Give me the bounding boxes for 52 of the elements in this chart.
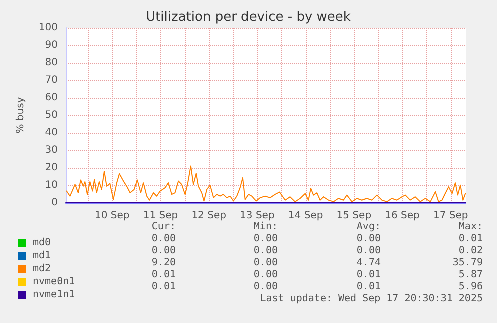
- x-tick-label: 10 Sep: [94, 210, 130, 222]
- x-tick-label: 11 Sep: [143, 210, 178, 222]
- legend-label: nvme1n1: [33, 290, 76, 300]
- text: 5.87: [458, 270, 483, 280]
- text: 4.74: [356, 258, 381, 268]
- x-tick-label: 16 Sep: [385, 210, 420, 222]
- text: 0.01: [356, 282, 381, 292]
- text: Cur:: [152, 222, 176, 232]
- text: 0.00: [254, 234, 278, 244]
- text: 5.96: [458, 282, 483, 292]
- text: Last update: Wed Sep 17 20:30:31 2025: [260, 294, 483, 304]
- text: 0.01: [152, 270, 176, 280]
- text: 35.79: [452, 258, 483, 268]
- legend-label: nvme0n1: [33, 276, 76, 288]
- y-tick-label: 20: [45, 162, 58, 174]
- legend-label: md1: [33, 250, 52, 262]
- x-tick-label: 14 Sep: [288, 210, 324, 222]
- y-tick-label: 90: [45, 40, 58, 51]
- legend-label: md2: [33, 264, 52, 274]
- y-tick-label: 0: [52, 198, 58, 208]
- y-tick-label: 80: [45, 58, 58, 68]
- y-tick-label: 70: [45, 75, 58, 86]
- text: 0.02: [458, 246, 483, 256]
- y-tick-label: 60: [45, 92, 58, 104]
- y-axis-title: % busy: [16, 97, 26, 134]
- text: 0.01: [152, 282, 176, 292]
- y-tick-label: 30: [45, 145, 58, 156]
- chart-title: Utilization per device - by week: [146, 10, 352, 25]
- text: 0.00: [152, 234, 176, 244]
- text: 0.01: [356, 270, 381, 280]
- x-tick-label: 15 Sep: [336, 210, 372, 222]
- text: 0.00: [356, 246, 381, 256]
- legend-label: md0: [33, 238, 52, 248]
- text: 0.00: [356, 234, 381, 244]
- y-tick-label: 10: [45, 180, 58, 191]
- text: 9.20: [152, 258, 176, 268]
- text: 0.00: [254, 282, 278, 292]
- text: 0.00: [254, 258, 278, 268]
- text: 0.00: [152, 246, 176, 256]
- x-tick-label: 17 Sep: [434, 210, 468, 222]
- y-tick-label: 100: [38, 22, 58, 34]
- text: 0.00: [254, 246, 278, 256]
- text: Avg:: [356, 222, 381, 232]
- y-tick-label: 50: [45, 110, 58, 121]
- x-tick-label: 12 Sep: [192, 210, 226, 222]
- text: 0.00: [254, 270, 278, 280]
- y-tick-label: 40: [45, 128, 58, 138]
- line-series: [66, 166, 466, 202]
- text: Max:: [458, 222, 483, 232]
- x-tick-label: 13 Sep: [240, 210, 275, 222]
- text: 0.01: [458, 234, 483, 244]
- text: Min:: [254, 222, 278, 232]
